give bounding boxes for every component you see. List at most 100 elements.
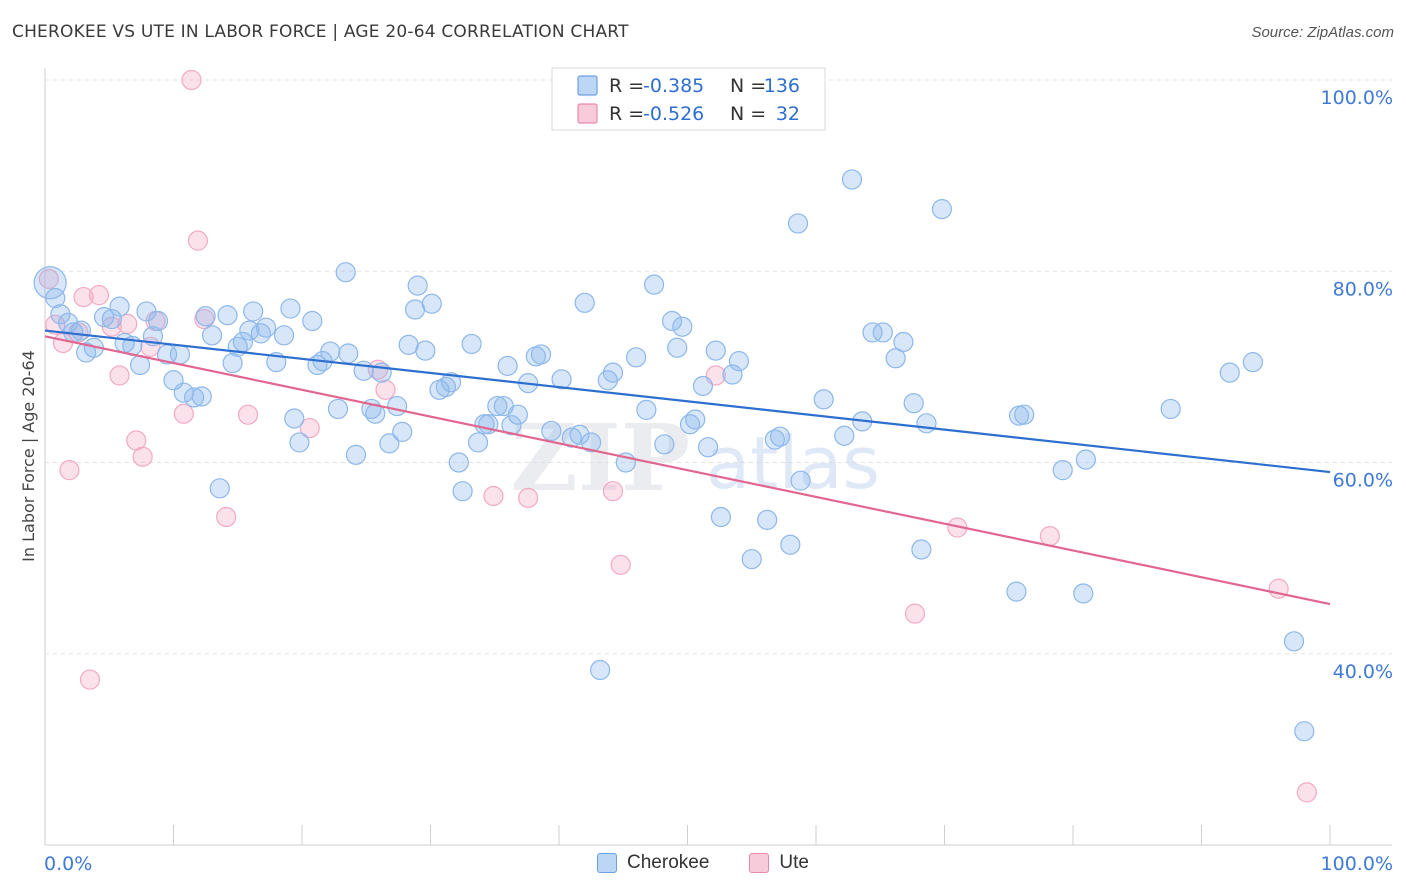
ute-point	[109, 365, 130, 386]
ute-point	[904, 603, 926, 624]
cherokee-point	[780, 534, 801, 555]
ute-point	[610, 554, 631, 575]
cherokee-point	[667, 337, 688, 358]
cherokee-point	[710, 506, 732, 528]
cherokee-point	[338, 343, 359, 364]
legend-r-ute: -0.526	[643, 103, 704, 125]
y-tick-label: 100.0%	[1321, 87, 1393, 109]
cherokee-point	[1219, 362, 1240, 383]
cherokee-point	[1283, 631, 1305, 652]
cherokee-point	[195, 306, 216, 327]
cherokee-point	[581, 432, 602, 453]
cherokee-point	[217, 305, 238, 326]
cherokee-point	[769, 426, 791, 447]
cherokee-point	[70, 320, 92, 341]
y-tick-label: 40.0%	[1333, 661, 1393, 683]
cherokee-point	[507, 404, 528, 425]
y-tick-label: 60.0%	[1333, 470, 1393, 492]
x-tick-label: 0.0%	[44, 853, 92, 875]
cherokee-point	[787, 213, 809, 234]
legend-swatch-ute	[577, 103, 598, 124]
chart-source: Source: ZipAtlas.com	[1251, 24, 1394, 41]
cherokee-point	[672, 316, 693, 337]
legend-r-label: R =	[609, 75, 644, 97]
cherokee-point	[1160, 398, 1181, 420]
legend-r-cherokee: -0.385	[643, 75, 704, 97]
cherokee-point	[697, 437, 719, 458]
cherokee-point	[1006, 581, 1027, 602]
cherokee-point	[191, 386, 212, 407]
ute-point	[88, 285, 110, 306]
cherokee-point	[722, 364, 743, 385]
cherokee-point	[569, 424, 590, 445]
cherokee-point	[50, 304, 71, 325]
cherokee-point	[320, 341, 341, 362]
cherokee-point	[327, 398, 349, 420]
cherokee-point	[530, 344, 552, 365]
ute-trend-line	[44, 335, 1331, 606]
cherokee-point	[392, 421, 413, 442]
trend-lines	[44, 329, 1331, 606]
cherokee-point	[834, 425, 855, 446]
cherokee-point	[421, 293, 442, 314]
cherokee-point	[885, 348, 906, 369]
ute-point	[173, 403, 194, 424]
cherokee-point	[497, 355, 518, 377]
cherokee-point	[302, 310, 323, 332]
legend-n-ute: 32	[776, 103, 800, 125]
ute-point	[79, 669, 101, 690]
cherokee-trend-line	[44, 329, 1331, 474]
cherokee-point	[345, 444, 367, 465]
cherokee-point	[931, 198, 953, 220]
cherokee-point	[501, 415, 522, 436]
cherokee-point	[273, 325, 295, 346]
ute-point	[187, 230, 209, 251]
series-legend: Cherokee Ute	[0, 852, 1406, 874]
cherokee-point	[643, 274, 665, 295]
cherokee-point	[590, 659, 611, 681]
cherokee-point	[685, 409, 706, 430]
cherokee-point	[94, 307, 115, 328]
cherokee-point	[841, 169, 863, 190]
cherokee-point	[551, 369, 572, 390]
cherokee-point	[243, 301, 264, 322]
cherokee-point	[654, 434, 675, 455]
cherokee-point	[1075, 449, 1096, 470]
legend-swatch-cherokee	[597, 853, 618, 873]
cherokee-point	[280, 298, 301, 319]
legend-label-ute: Ute	[779, 852, 809, 873]
cherokee-point	[169, 344, 191, 365]
cherokee-point	[284, 408, 305, 429]
cherokee-point	[101, 308, 122, 330]
cherokee-point	[661, 310, 683, 332]
cherokee-point	[692, 375, 714, 397]
ute-point	[45, 314, 66, 335]
cherokee-point	[1014, 404, 1035, 425]
cherokee-point	[911, 539, 932, 560]
watermark-atlas: atlas	[706, 421, 880, 505]
cherokee-point	[147, 310, 169, 332]
ute-point	[375, 379, 396, 400]
cherokee-point	[862, 322, 883, 343]
legend-r-label: R =	[609, 103, 644, 125]
cherokee-point	[289, 432, 310, 453]
cherokee-point	[625, 347, 647, 368]
cherokee-point	[602, 362, 624, 383]
axes	[44, 68, 1392, 846]
tick-labels: 100.0% 80.0% 60.0% 40.0% 0.0% 100.0%	[44, 87, 1393, 875]
cherokee-point	[415, 340, 436, 361]
cherokee-point	[893, 331, 914, 353]
cherokee-point	[183, 387, 205, 408]
cherokee-point	[813, 389, 834, 410]
cherokee-point	[1242, 351, 1264, 373]
ute-point	[518, 487, 539, 508]
cherokee-point	[574, 292, 595, 313]
legend-n-label: N =	[730, 75, 766, 97]
cherokee-point	[1073, 583, 1094, 604]
cherokee-point	[209, 478, 230, 499]
y-tick-label: 80.0%	[1333, 278, 1393, 300]
cherokee-point	[1294, 721, 1315, 742]
cherokee-point	[335, 262, 356, 283]
cherokee-point	[541, 420, 562, 442]
cherokee-point	[903, 393, 924, 414]
